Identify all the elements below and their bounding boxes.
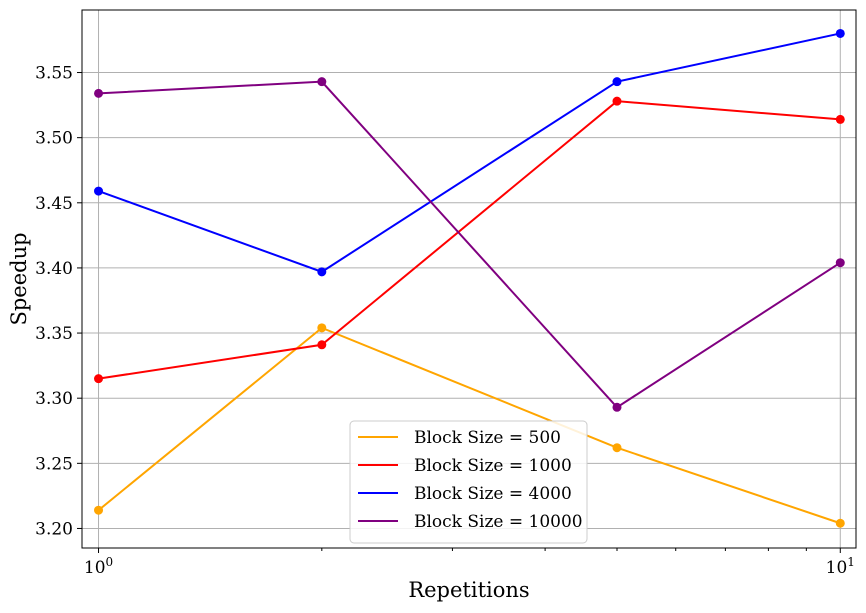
series-block-size-10000	[94, 77, 845, 412]
legend-label: Block Size = 1000	[414, 456, 572, 476]
y-tick-label: 3.30	[35, 389, 73, 409]
y-tick-label: 3.50	[35, 129, 73, 149]
data-point	[835, 28, 845, 38]
series-line	[97, 326, 841, 525]
legend: Block Size = 500 Block Size = 1000 Block S…	[349, 420, 588, 544]
data-point	[612, 443, 622, 453]
series-block-size-4000	[94, 28, 845, 277]
data-point	[612, 402, 622, 412]
series-line	[98, 80, 841, 409]
y-tick-label: 3.20	[35, 519, 73, 539]
legend-label: Block Size = 4000	[414, 484, 572, 504]
data-point	[94, 505, 104, 515]
y-tick-label: 3.45	[35, 194, 73, 214]
series-line	[98, 100, 841, 380]
grid	[82, 10, 856, 548]
plot-frame	[81, 9, 857, 549]
data-point	[94, 374, 104, 384]
data-point	[317, 267, 327, 277]
data-point	[835, 114, 845, 124]
x-tick-label: 100	[84, 555, 113, 578]
axis-ticks: 3.20 3.25 3.30 3.35 3.40 3.45 3.50 3.55 100 101	[35, 64, 855, 578]
y-tick-label: 3.40	[35, 259, 73, 279]
y-axis-label: Speedup	[7, 232, 31, 325]
x-axis-label: Repetitions	[408, 578, 529, 602]
legend-label: Block Size = 500	[414, 428, 561, 448]
series-block-size-500	[94, 323, 845, 528]
data-point	[94, 88, 104, 98]
series-group	[94, 28, 845, 528]
data-point	[317, 340, 327, 350]
data-point	[612, 96, 622, 106]
legend-box	[349, 420, 588, 544]
series-block-size-1000	[94, 96, 845, 384]
y-tick-label: 3.35	[35, 324, 73, 344]
legend-label: Block Size = 10000	[414, 512, 583, 532]
data-point	[317, 77, 327, 87]
series-line	[98, 32, 841, 273]
y-tick-label: 3.25	[35, 454, 73, 474]
data-point	[835, 518, 845, 528]
y-tick-label: 3.55	[35, 64, 73, 84]
data-point	[612, 77, 622, 87]
data-point	[94, 186, 104, 196]
data-point	[835, 258, 845, 268]
data-point	[317, 323, 327, 333]
x-tick-label: 101	[826, 555, 855, 578]
